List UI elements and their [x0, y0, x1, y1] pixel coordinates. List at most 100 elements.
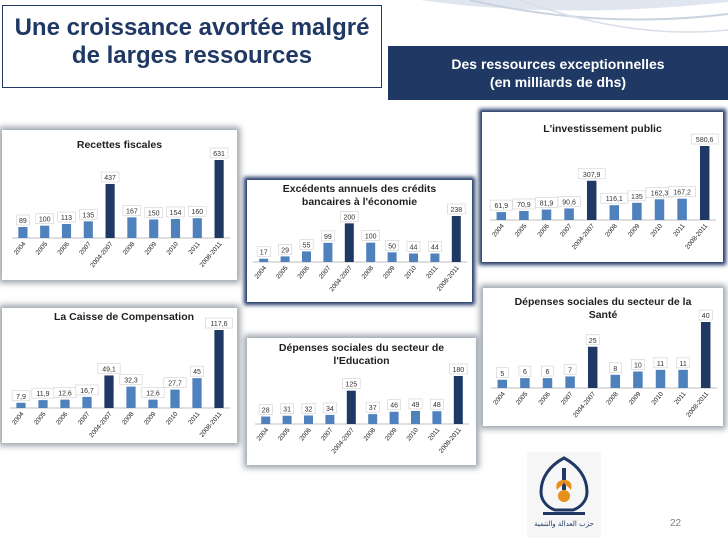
bar: [61, 224, 72, 238]
category-label: 2008-2011: [198, 410, 223, 438]
data-label: 49,1: [102, 366, 116, 373]
party-logo: حزب العدالة والتنمية: [527, 452, 601, 538]
category-label: 2008-2011: [684, 222, 709, 250]
category-label: 2004-2007: [328, 264, 354, 293]
category-label: 2010: [165, 410, 180, 426]
data-label: 125: [345, 382, 357, 389]
category-label: 2007: [77, 410, 92, 426]
bar: [389, 411, 399, 424]
data-label: 11: [657, 361, 664, 368]
data-label: 90,6: [562, 199, 576, 206]
bar: [325, 414, 335, 424]
data-label: 100: [365, 234, 377, 241]
category-label: 2008-2011: [438, 426, 463, 454]
data-label: 25: [589, 338, 597, 345]
data-label: 44: [431, 244, 439, 251]
data-label-box: [256, 246, 271, 258]
bar: [105, 183, 115, 238]
category-label: 2005: [515, 390, 530, 406]
category-label: 2010: [403, 264, 418, 280]
category-label: 2006: [298, 426, 313, 442]
data-label-box: [449, 363, 468, 375]
data-label: 31: [283, 407, 291, 414]
category-label: 2009: [627, 222, 642, 238]
bar: [430, 253, 440, 262]
bar: [366, 242, 376, 262]
data-label-box: [11, 390, 31, 402]
category-label: 2005: [514, 222, 529, 238]
data-label: 8: [613, 366, 617, 373]
bar: [127, 217, 137, 238]
bar: [170, 218, 181, 238]
bar: [344, 223, 354, 262]
bar: [170, 389, 180, 408]
data-label: 70,9: [517, 202, 531, 209]
data-label: 160: [191, 209, 203, 216]
data-label: 10: [634, 363, 642, 370]
category-label: 2005: [35, 240, 50, 256]
chart-plot: 5 2004 6 2005 6 2006 7 2007 25 2004-2007 8 2008 10 20…: [491, 309, 717, 419]
data-label: 5: [500, 371, 504, 378]
data-label-box: [577, 168, 606, 180]
bar: [409, 253, 418, 262]
category-label: 2011: [427, 426, 442, 442]
data-label: 45: [193, 369, 201, 376]
data-label: 28: [262, 408, 270, 415]
bar: [587, 346, 598, 388]
data-label-box: [141, 387, 165, 398]
data-label-box: [16, 214, 30, 226]
bar: [261, 416, 271, 424]
data-label-box: [258, 404, 273, 415]
bar: [677, 198, 687, 220]
data-label-box: [321, 230, 335, 242]
data-label-box: [100, 171, 120, 183]
data-label: 580,6: [696, 137, 714, 144]
data-label: 116,1: [606, 196, 623, 203]
data-label-box: [278, 244, 292, 255]
data-label-box: [557, 196, 581, 207]
bar: [654, 199, 665, 220]
bar: [82, 396, 92, 408]
chart-title: L'investissement public: [543, 123, 662, 135]
chart-excedents-credits: 17 2004 29 2005 55 2006 99 2007 200 2004-2007 100 2…: [247, 180, 472, 302]
bar: [280, 256, 290, 262]
data-label: 100: [39, 217, 51, 224]
category-label: 2005: [277, 426, 292, 442]
data-label-box: [144, 207, 163, 218]
bar: [346, 390, 356, 424]
category-label: 2004: [13, 240, 28, 256]
data-label-box: [190, 365, 204, 377]
bar: [633, 371, 643, 388]
bar: [18, 226, 28, 238]
chart-title: Dépenses sociales du secteur de l'Educat…: [278, 342, 445, 367]
data-label: 55: [303, 242, 311, 249]
slide-title-line1: Une croissance avortée malgré: [14, 14, 370, 41]
data-label: 32,3: [124, 378, 138, 385]
category-label: 2011: [673, 390, 688, 406]
category-label: 2009: [143, 410, 158, 426]
data-label-box: [280, 403, 294, 415]
data-label: 46: [390, 403, 398, 410]
data-label: 32: [305, 406, 313, 413]
bar: [519, 210, 529, 220]
data-label: 37: [369, 405, 377, 412]
chart-plot: 28 2004 31 2005 32 2006 34 2007 125 2004-2007 37 20…: [255, 363, 469, 455]
category-label: 2004-2007: [88, 410, 114, 439]
category-label: 2008: [361, 264, 376, 280]
category-label: 2008: [363, 426, 378, 442]
category-label: 2011: [187, 240, 202, 256]
chart-title: Recettes fiscales: [76, 139, 163, 151]
data-label: 50: [388, 243, 396, 250]
data-label-box: [408, 398, 423, 410]
data-label-box: [430, 398, 444, 410]
chart-depenses-education: 28 2004 31 2005 32 2006 34 2007 125 2004-2007 37 20…: [247, 338, 476, 465]
data-label: 61,9: [494, 203, 508, 210]
chart-title: Excédents annuels des crédits bancaires …: [282, 183, 437, 208]
category-label: 2004: [11, 410, 26, 426]
data-label-box: [385, 240, 399, 251]
data-label-box: [676, 357, 690, 369]
bar: [411, 410, 420, 424]
data-label-box: [188, 205, 207, 217]
data-label-box: [166, 206, 185, 218]
bar: [496, 212, 507, 220]
